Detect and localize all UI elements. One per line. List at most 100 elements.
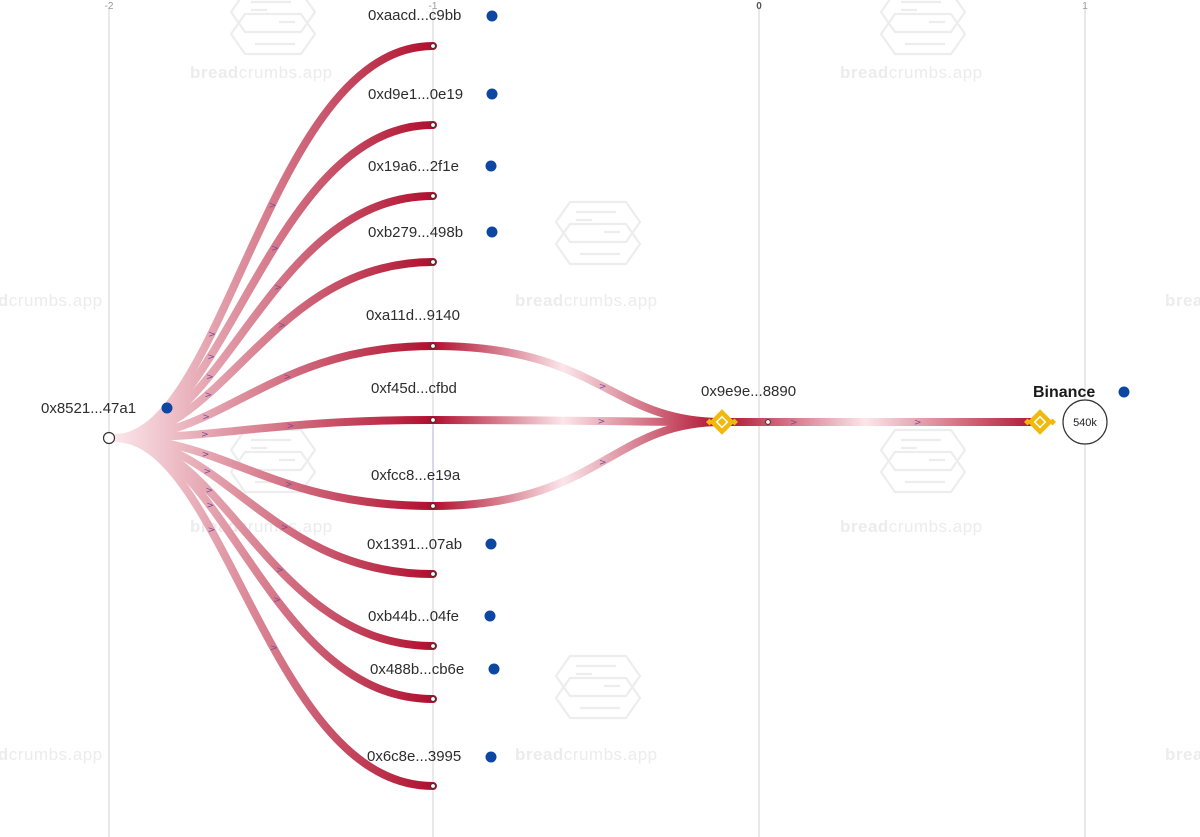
node-connector[interactable] xyxy=(430,259,436,265)
status-dot-icon xyxy=(486,226,498,238)
intermediate-node[interactable]: 0x6c8e...3995 xyxy=(367,748,497,789)
source-status-dot-icon xyxy=(161,402,173,414)
axis-tick-label: 1 xyxy=(1082,1,1088,12)
fan-arrows: > > > > > > > > > > > > > > > > > > > > > > > > > xyxy=(201,201,606,654)
status-dot-icon xyxy=(488,663,500,675)
address-label[interactable]: 0xf45d...cfbd xyxy=(371,380,457,397)
node-connector[interactable] xyxy=(430,696,436,702)
watermark-text: breadcrumbs.app xyxy=(0,291,103,310)
node-connector[interactable] xyxy=(430,503,436,509)
flow-arrow-icon: > xyxy=(208,525,216,535)
source-node-circle[interactable] xyxy=(102,431,116,445)
binance-diamond-icon[interactable] xyxy=(705,409,739,435)
intermediate-node[interactable]: 0xfcc8...e19a xyxy=(371,467,461,509)
flow-arrow-icon: > xyxy=(287,422,295,432)
hub-edge[interactable] xyxy=(429,342,726,426)
watermark-layer: breadcrumbs.app breadcrumbs.app breadcru… xyxy=(0,0,1200,764)
intermediate-node[interactable]: 0xa11d...9140 xyxy=(366,307,460,349)
flow-arrow-icon: > xyxy=(204,467,212,477)
hub-address-label[interactable]: 0x9e9e...8890 xyxy=(701,383,796,400)
node-connector[interactable] xyxy=(430,343,436,349)
intermediate-node[interactable]: 0x1391...07ab xyxy=(367,536,497,577)
intermediate-node[interactable]: 0xaacd...c9bb xyxy=(368,7,498,49)
watermark-logo-icon xyxy=(229,0,317,56)
node-connector[interactable] xyxy=(430,571,436,577)
status-dot-icon xyxy=(486,88,498,100)
watermark-text: breadcrumbs.app xyxy=(515,291,658,310)
node-connector[interactable] xyxy=(430,122,436,128)
intermediate-node[interactable]: 0xb44b...04fe xyxy=(368,608,496,649)
watermark-logo-icon xyxy=(554,654,642,720)
node-connector[interactable] xyxy=(430,43,436,49)
flow-arrow-icon: > xyxy=(269,201,277,211)
watermark-text: breadcrumbs.app xyxy=(0,745,103,764)
address-label[interactable]: 0xd9e1...0e19 xyxy=(368,86,463,103)
status-dot-icon xyxy=(485,538,497,550)
flow-arrow-icon: > xyxy=(202,412,210,422)
node-connector[interactable] xyxy=(430,783,436,789)
flow-arrow-icon: > xyxy=(202,450,210,460)
hub-edges xyxy=(429,342,726,510)
address-label[interactable]: 0x19a6...2f1e xyxy=(368,158,459,175)
amount-bubble[interactable] xyxy=(1062,399,1108,445)
hub-node[interactable]: 0x9e9e...8890 xyxy=(701,383,796,435)
intermediate-node[interactable]: 0xf45d...cfbd xyxy=(371,380,457,423)
address-label[interactable]: 0xb279...498b xyxy=(368,224,463,241)
flow-arrow-icon: > xyxy=(285,480,293,490)
hub-edge[interactable] xyxy=(429,418,726,510)
address-label[interactable]: 0xaacd...c9bb xyxy=(368,7,461,24)
flow-arrow-icon: > xyxy=(599,458,607,468)
flow-arrow-icon: > xyxy=(205,486,213,496)
exit-edge-group: > > xyxy=(718,418,1044,428)
watermark-text: breadcrumbs.app xyxy=(840,517,983,536)
node-connector[interactable] xyxy=(430,643,436,649)
node-connector[interactable] xyxy=(430,417,436,423)
flow-arrow-icon: > xyxy=(790,418,798,428)
flow-arrow-icon: > xyxy=(205,391,213,401)
axis-tick-label: 0 xyxy=(756,1,762,12)
watermark-logo-icon xyxy=(554,200,642,266)
intermediate-node[interactable]: 0xb279...498b xyxy=(368,224,498,265)
flow-arrow-icon: > xyxy=(284,372,292,382)
address-label[interactable]: 0xfcc8...e19a xyxy=(371,467,461,484)
axis-ticks: -2 -1 0 1 xyxy=(105,1,1089,12)
status-dot-icon xyxy=(484,610,496,622)
watermark-text: breadcrumbs.app xyxy=(1165,745,1200,764)
fan-edge[interactable] xyxy=(111,258,437,442)
flow-arrow-icon: > xyxy=(274,283,282,293)
watermark-logo-icon xyxy=(879,0,967,56)
source-node[interactable]: 0x8521...47a1 xyxy=(41,400,173,445)
intermediate-nodes: 0xaacd...c9bb 0xd9e1...0e19 0x19a6...2f1e 0… xyxy=(366,7,500,789)
intermediate-node[interactable]: 0xd9e1...0e19 xyxy=(368,86,498,128)
address-label[interactable]: 0xa11d...9140 xyxy=(366,307,460,324)
watermark-logo-icon xyxy=(879,428,967,494)
watermark-text: breadcrumbs.app xyxy=(190,63,333,82)
source-address-label[interactable]: 0x8521...47a1 xyxy=(41,400,136,417)
intermediate-node[interactable]: 0x19a6...2f1e xyxy=(368,158,497,199)
exchange-node[interactable]: 540k Binance xyxy=(1023,384,1130,445)
hub-edge[interactable] xyxy=(429,416,726,426)
address-label[interactable]: 0x488b...cb6e xyxy=(370,661,464,678)
status-dot-icon xyxy=(486,10,498,22)
flow-arrow-icon: > xyxy=(281,523,289,533)
status-dot-icon xyxy=(485,160,497,172)
flow-arrow-icon: > xyxy=(201,430,209,440)
node-connector[interactable] xyxy=(430,193,436,199)
fan-edge[interactable] xyxy=(111,434,437,790)
address-label[interactable]: 0xb44b...04fe xyxy=(368,608,459,625)
axis-tick-label: -2 xyxy=(105,1,114,12)
status-dot-icon xyxy=(485,751,497,763)
flow-arrow-icon: > xyxy=(271,244,279,254)
exchange-name-label[interactable]: Binance xyxy=(1033,384,1095,401)
amount-value: 540k xyxy=(1073,417,1097,429)
exchange-status-dot-icon xyxy=(1118,386,1130,398)
flow-arrow-icon: > xyxy=(207,501,215,511)
binance-diamond-icon[interactable] xyxy=(1023,409,1057,435)
address-label[interactable]: 0x1391...07ab xyxy=(367,536,462,553)
intermediate-node[interactable]: 0x488b...cb6e xyxy=(370,661,500,702)
axis-tick-label: -1 xyxy=(429,1,438,12)
flow-arrow-icon: > xyxy=(206,372,214,382)
flow-arrow-icon: > xyxy=(207,352,215,362)
address-label[interactable]: 0x6c8e...3995 xyxy=(367,748,461,765)
